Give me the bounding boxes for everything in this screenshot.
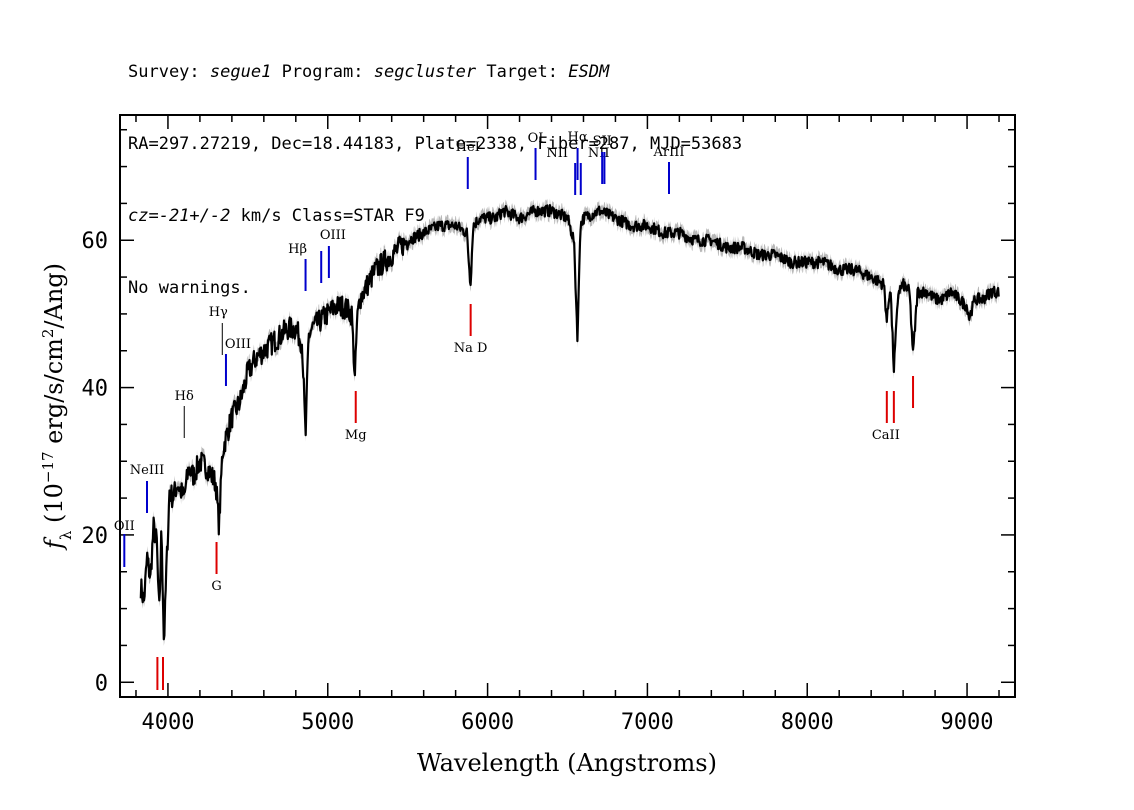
header-line-2: RA=297.27219, Dec=18.44183, Plate=2338, … xyxy=(128,134,743,154)
y-axis-title: fλ (10−17 erg/s/cm2/Ang) xyxy=(39,263,75,551)
x-tick-label: 5000 xyxy=(301,710,354,735)
x-tick-label: 4000 xyxy=(141,710,194,735)
emission-line-label: OI xyxy=(528,131,544,146)
absorption-line-label: Na D xyxy=(454,341,488,356)
x-tick-label: 7000 xyxy=(621,710,674,735)
cz-value: -21+/-2 xyxy=(158,206,231,226)
spectral-line-markers: OIINeIIIHδHγOIIIHβOIIIHeIOINIIHαNIISIIAr… xyxy=(114,130,915,690)
x-tick-label: 8000 xyxy=(781,710,834,735)
emission-line-label: SII xyxy=(593,134,612,149)
emission-line-label: HeI xyxy=(456,140,480,155)
program-value: segcluster xyxy=(373,62,477,82)
error-band xyxy=(140,198,999,646)
header-line-4: No warnings. xyxy=(128,278,251,298)
x-tick-label: 9000 xyxy=(941,710,994,735)
emission-line-label: Hδ xyxy=(175,389,194,404)
y-axis-label: fλ (10−17 erg/s/cm2/Ang) xyxy=(39,263,75,551)
x-tick-label: 6000 xyxy=(461,710,514,735)
y-tick-label: 20 xyxy=(82,524,109,549)
spectrum-line xyxy=(139,204,1000,641)
y-axis-title-part: 2 xyxy=(39,329,57,339)
absorption-line-label: G xyxy=(211,579,221,594)
absorption-line-label: CaII xyxy=(872,428,900,443)
cz-unit-class: km/s Class=STAR F9 xyxy=(230,206,425,226)
spectrum-series xyxy=(139,204,1000,641)
header-line-3: cz=-21+/-2 km/s Class=STAR F9 xyxy=(128,204,742,228)
header-line-1: Survey: segue1 Program: segcluster Targe… xyxy=(128,60,742,84)
emission-line-label: Hγ xyxy=(209,305,228,320)
emission-line-label: OIII xyxy=(320,228,346,243)
y-axis-title-part: λ xyxy=(57,530,75,540)
spectrum-header: Survey: segue1 Program: segcluster Targe… xyxy=(128,12,742,324)
y-axis-title-part: erg/s/cm xyxy=(40,338,68,452)
target-label: Target: xyxy=(486,62,558,82)
x-axis-label: Wavelength (Angstroms) xyxy=(417,749,717,777)
cz-label: cz= xyxy=(128,206,159,226)
y-tick-label: 0 xyxy=(95,671,108,696)
emission-line-label: ArIII xyxy=(652,145,684,160)
y-axis-title-part: /Ang) xyxy=(40,263,68,329)
emission-line-label: OII xyxy=(114,519,135,534)
emission-line-label: NII xyxy=(546,146,568,161)
target-value: ESDM xyxy=(568,62,610,82)
plot-frame xyxy=(119,114,1016,698)
absorption-line-label: Mg xyxy=(345,428,367,443)
emission-line-label: Hα xyxy=(568,130,588,145)
emission-line-label: OIII xyxy=(225,337,251,352)
emission-line-label: Hβ xyxy=(288,242,307,257)
error-band-area xyxy=(140,198,999,646)
survey-label: Survey: xyxy=(128,62,200,82)
program-label: Program: xyxy=(281,62,364,82)
y-tick-label: 40 xyxy=(82,377,109,402)
y-axis-title-part: (10 xyxy=(40,483,68,531)
survey-value: segue1 xyxy=(209,62,272,82)
y-tick-label: 60 xyxy=(82,229,109,254)
y-axis-title-part: −17 xyxy=(39,451,57,483)
emission-line-label: NeIII xyxy=(130,463,164,478)
axis-ticks: 4000 5000 6000 7000 8000 9000 0 20 40 60 xyxy=(82,115,1015,735)
